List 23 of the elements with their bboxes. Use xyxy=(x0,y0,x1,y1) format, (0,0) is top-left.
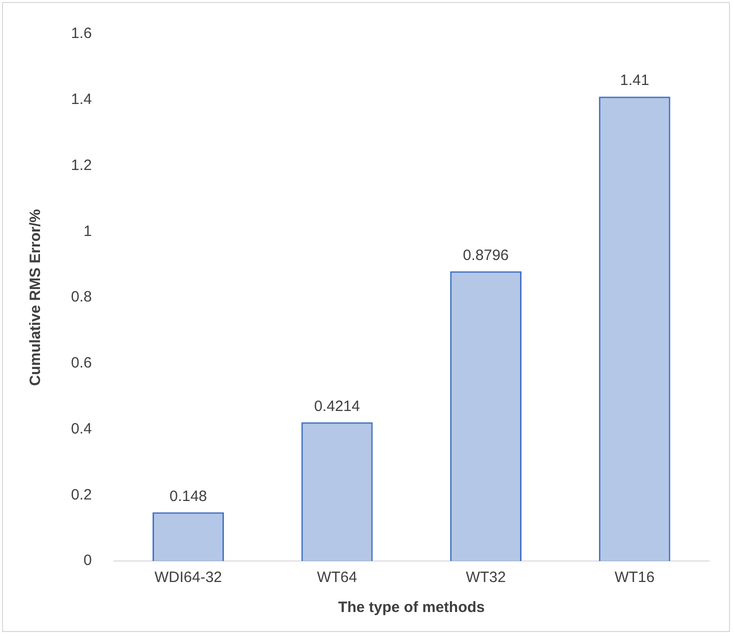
bar xyxy=(152,512,224,561)
bar xyxy=(450,271,522,561)
x-tick-label: WT32 xyxy=(466,569,506,586)
data-label: 0.8796 xyxy=(462,246,509,264)
x-tick-label: WDI64-32 xyxy=(154,569,222,586)
bar xyxy=(598,96,670,561)
data-label: 0.4214 xyxy=(314,398,360,415)
y-tick-label: 0.4 xyxy=(70,420,92,438)
y-tick-label: 0.6 xyxy=(70,354,92,372)
data-label: 0.148 xyxy=(169,488,208,505)
y-tick-label: 0.2 xyxy=(70,486,92,504)
y-tick-label: 1.2 xyxy=(70,156,92,174)
x-axis-title: The type of methods xyxy=(338,599,485,616)
y-tick-label: 0.8 xyxy=(70,288,92,306)
x-tick-label: WT64 xyxy=(317,569,358,586)
y-tick-label: 1.6 xyxy=(70,25,92,42)
y-tick-label: 1.4 xyxy=(70,91,92,108)
x-tick-label: WT16 xyxy=(614,569,655,586)
bar xyxy=(301,422,373,561)
y-tick-label: 0 xyxy=(84,552,92,570)
data-label: 1.41 xyxy=(620,72,650,90)
y-tick-label: 1 xyxy=(84,222,92,240)
y-axis-title: Cumulative RMS Error/% xyxy=(27,209,44,386)
